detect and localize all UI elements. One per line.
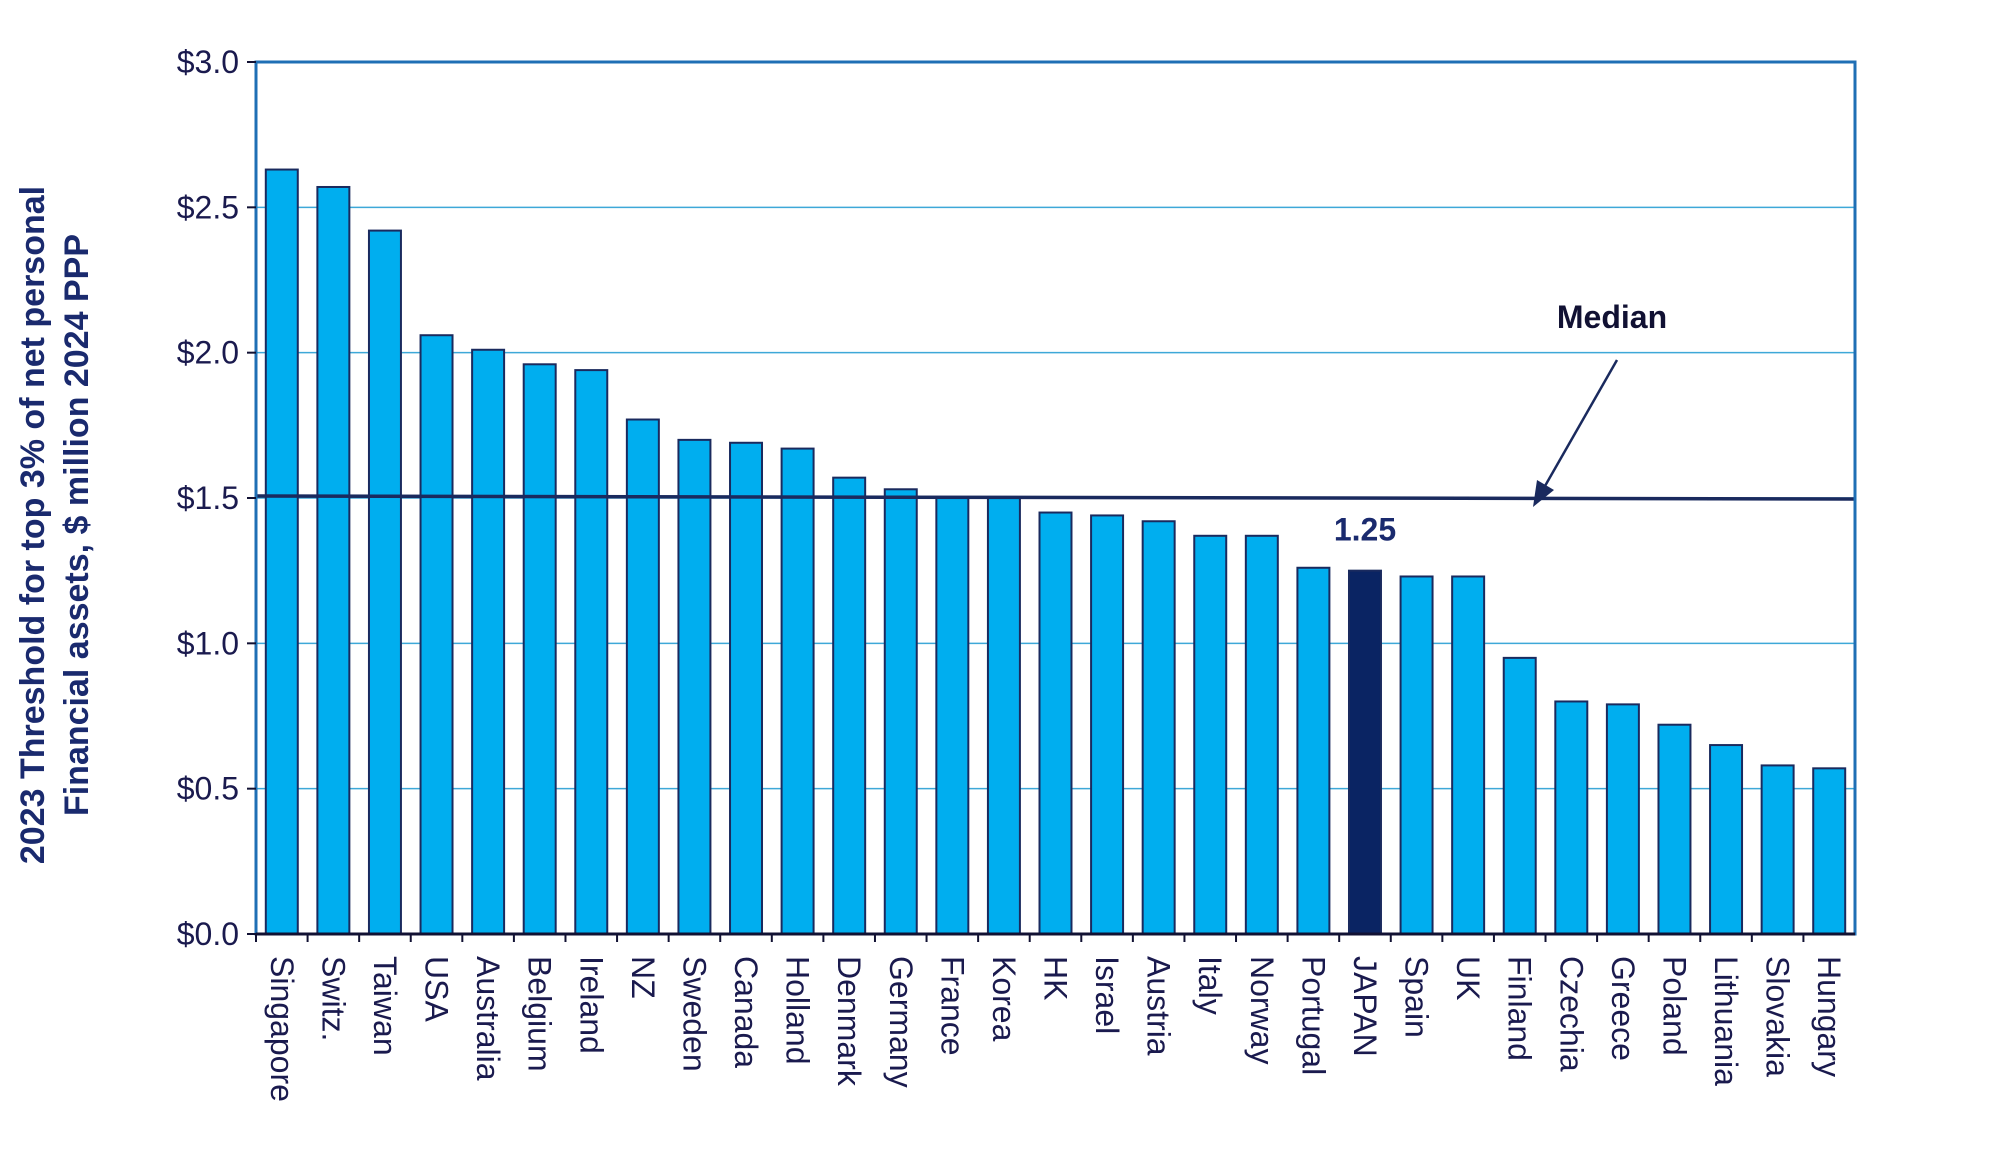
x-tick-label-taiwan: Taiwan xyxy=(367,956,403,1056)
x-tick-label-spain: Spain xyxy=(1399,956,1435,1038)
bar-singapore xyxy=(264,168,299,935)
x-tick-label-germany: Germany xyxy=(883,956,919,1088)
x-tick-label-japan: JAPAN xyxy=(1347,956,1383,1057)
bar-italy xyxy=(1193,534,1228,936)
bar-belgium xyxy=(522,363,557,935)
x-tick-label-nz: NZ xyxy=(625,956,661,999)
bar-hk xyxy=(1038,511,1073,935)
bars: 1.25 xyxy=(264,168,1847,936)
x-axis-labels: Singapore Switz. Taiwan USA Australia Belgium… xyxy=(255,934,1847,1102)
y-axis-title-line-1: 2023 Threshold for top 3% of net persona… xyxy=(14,186,52,864)
y-tick-label-6: $3.0 xyxy=(177,44,239,80)
x-tick-label-slovakia: Slovakia xyxy=(1760,956,1796,1077)
bar-finland xyxy=(1502,656,1537,935)
y-axis-title: 2023 Threshold for top 3% of net persona… xyxy=(14,186,96,864)
x-tick-label-korea: Korea xyxy=(986,956,1022,1042)
bar-israel xyxy=(1090,514,1125,935)
x-tick-label-france: France xyxy=(934,956,970,1056)
median-arrow-head xyxy=(1533,480,1554,507)
bar-nz xyxy=(625,418,660,935)
bar-usa xyxy=(419,334,454,935)
x-tick-label-greece: Greece xyxy=(1605,956,1641,1061)
y-tick-label-0: $0.0 xyxy=(177,916,239,952)
y-axis-ticks: $0.0 $0.5 $1.0 $1.5 $2.0 $2.5 $3.0 xyxy=(177,44,256,952)
bar-sweden xyxy=(677,438,712,935)
x-tick-label-switz-: Switz. xyxy=(315,956,351,1041)
bar-uk xyxy=(1451,575,1486,935)
bar-france xyxy=(935,497,970,935)
bar-czechia xyxy=(1554,700,1589,936)
x-tick-label-usa: USA xyxy=(419,956,455,1022)
x-tick-label-lithuania: Lithuania xyxy=(1708,956,1744,1086)
bar-slovakia xyxy=(1760,764,1795,935)
bar-spain xyxy=(1399,575,1434,935)
x-tick-label-singapore: Singapore xyxy=(264,956,300,1102)
bar-norway xyxy=(1244,534,1279,936)
x-tick-label-belgium: Belgium xyxy=(522,956,558,1072)
bar-japan xyxy=(1347,569,1382,936)
x-tick-label-canada: Canada xyxy=(728,956,764,1068)
x-tick-label-hk: HK xyxy=(1038,956,1074,1000)
x-tick-label-australia: Australia xyxy=(470,956,506,1081)
y-tick-label-2: $1.0 xyxy=(177,625,239,661)
bar-austria xyxy=(1141,520,1176,936)
x-tick-label-hungary: Hungary xyxy=(1811,956,1847,1077)
x-tick-label-italy: Italy xyxy=(1192,956,1228,1015)
median-line xyxy=(255,494,1856,501)
x-tick-label-israel: Israel xyxy=(1089,956,1125,1034)
x-tick-label-finland: Finland xyxy=(1502,956,1538,1061)
x-tick-label-portugal: Portugal xyxy=(1295,956,1331,1075)
bar-greece xyxy=(1605,703,1640,936)
x-tick-label-austria: Austria xyxy=(1141,956,1177,1056)
bar-poland xyxy=(1657,723,1692,935)
x-tick-label-sweden: Sweden xyxy=(676,956,712,1072)
median-annotation: Median xyxy=(255,299,1856,507)
y-axis-title-line-2: Financial assets, $ million 2024 PPP xyxy=(58,234,96,816)
x-tick-label-poland: Poland xyxy=(1656,956,1692,1056)
value-label-japan: 1.25 xyxy=(1334,512,1396,548)
bar-lithuania xyxy=(1709,744,1744,935)
x-tick-label-ireland: Ireland xyxy=(573,956,609,1054)
median-label: Median xyxy=(1557,299,1667,335)
bar-ireland xyxy=(574,369,609,935)
y-tick-label-3: $1.5 xyxy=(177,480,239,516)
bar-australia xyxy=(471,348,506,935)
x-tick-label-uk: UK xyxy=(1450,956,1486,1000)
y-tick-label-5: $2.5 xyxy=(177,189,239,225)
x-tick-label-holland: Holland xyxy=(780,956,816,1065)
bar-canada xyxy=(729,441,764,935)
x-tick-label-norway: Norway xyxy=(1244,956,1280,1064)
bar-portugal xyxy=(1296,566,1331,935)
bar-germany xyxy=(883,488,918,935)
bar-denmark xyxy=(832,476,867,935)
y-tick-label-4: $2.0 xyxy=(177,335,239,371)
x-tick-label-denmark: Denmark xyxy=(831,956,867,1087)
bar-switz- xyxy=(316,185,351,935)
y-tick-label-1: $0.5 xyxy=(177,771,239,807)
x-tick-label-czechia: Czechia xyxy=(1553,956,1589,1072)
bar-hungary xyxy=(1812,767,1847,935)
bar-holland xyxy=(780,447,815,935)
median-arrow-shaft xyxy=(1539,359,1619,494)
bar-taiwan xyxy=(367,229,402,935)
bar-korea xyxy=(986,497,1021,935)
